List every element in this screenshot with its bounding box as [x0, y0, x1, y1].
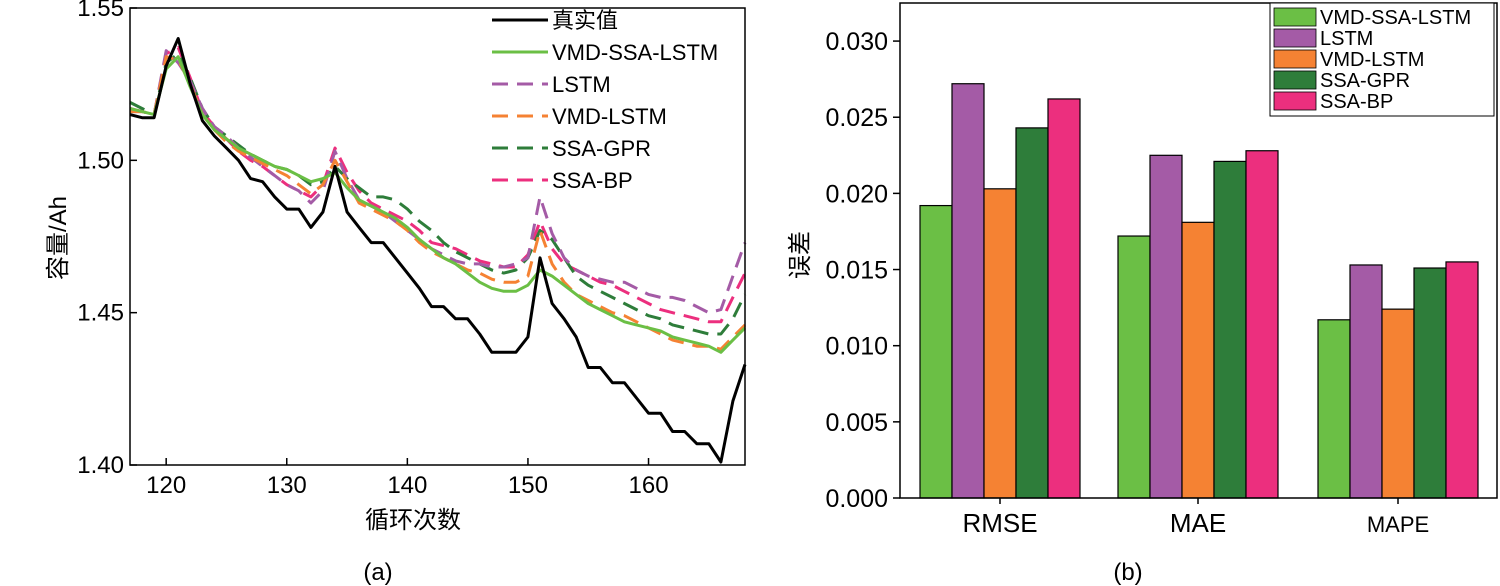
a-x-axis-label: 循环次数: [365, 507, 461, 534]
b-y-tick-label: 0.030: [825, 28, 888, 56]
a-x-tick-label: 160: [629, 472, 669, 499]
b-x-tick-label: MAPE: [1367, 512, 1429, 537]
a-series-group: [129, 37, 747, 464]
a-panel-label: (a): [363, 559, 392, 586]
b-legend-label: SSA-BP: [1320, 91, 1393, 113]
b-bar-rmse-vmd-ssa-lstm: [919, 204, 953, 499]
b-legend-swatch: [1273, 91, 1317, 111]
b-bar-rmse-vmd-lstm: [983, 188, 1017, 499]
b-y-tick-label: 0.010: [825, 333, 888, 361]
b-y-tick-label: 0.025: [825, 104, 888, 132]
a-series-line-vmd-ssa-lstm: [129, 55, 747, 354]
b-x-tick-label: MAE: [1170, 508, 1226, 538]
a-y-tick-label: 1.40: [77, 452, 124, 479]
b-legend-swatch: [1273, 7, 1317, 27]
b-bar-rmse-ssa-gpr: [1015, 127, 1049, 499]
a-x-tick-label: 130: [267, 472, 307, 499]
b-bar-mape-vmd-ssa-lstm: [1317, 319, 1351, 499]
a-y-tick-label: 1.50: [77, 147, 124, 174]
a-legend-label: SSA-BP: [552, 168, 633, 193]
a-series-line-ssa-gpr: [129, 52, 747, 336]
b-legend-label: SSA-GPR: [1320, 70, 1410, 92]
b-bar-mae-ssa-bp: [1245, 150, 1279, 499]
b-legend-label: VMD-LSTM: [1320, 49, 1424, 71]
b-legend-label: LSTM: [1320, 28, 1373, 50]
b-bars-group: [919, 83, 1479, 499]
b-bar-mae-ssa-gpr: [1213, 160, 1247, 499]
a-series-line-actual: [129, 37, 747, 464]
b-bar-mape-lstm: [1349, 264, 1383, 499]
b-bar-mae-lstm: [1149, 154, 1183, 499]
b-y-tick-label: 0.005: [825, 409, 888, 437]
b-y-tick-label: 0.015: [825, 257, 888, 285]
b-legend-swatch: [1273, 49, 1317, 69]
b-y-axis-label: 误差: [787, 231, 814, 279]
b-bar-mae-vmd-ssa-lstm: [1117, 235, 1151, 499]
panel-a-line-chart: 120 130 140 150 160 1.40 1.45 1.50 1.55 真实值 VMD-…: [45, 0, 747, 586]
b-y-tick-label: 0.020: [825, 180, 888, 208]
a-y-tick-label: 1.45: [77, 300, 124, 327]
a-plot-frame: [129, 7, 746, 466]
a-y-axis-label: 容量/Ah: [45, 196, 72, 280]
a-x-tick-label: 120: [146, 472, 186, 499]
b-bar-mape-ssa-bp: [1445, 261, 1479, 499]
a-x-tick-label: 150: [508, 472, 548, 499]
a-legend-label: VMD-LSTM: [552, 104, 667, 129]
b-legend-swatch: [1273, 28, 1317, 48]
b-x-tick-label: RMSE: [962, 508, 1037, 538]
b-bar-mape-vmd-lstm: [1381, 308, 1415, 499]
a-legend-label: LSTM: [552, 72, 611, 97]
b-panel-label: (b): [1113, 559, 1142, 586]
b-bar-rmse-ssa-bp: [1047, 98, 1081, 499]
a-x-tick-label: 140: [387, 472, 427, 499]
b-legend-swatch: [1273, 70, 1317, 90]
a-y-tick-label: 1.55: [77, 0, 124, 22]
a-legend-label: VMD-SSA-LSTM: [552, 40, 718, 65]
panel-b-bar-chart: RMSE MAE MAPE 0.000 0.005 0.010 0.015 0.020 0.0…: [787, 2, 1498, 586]
a-legend-label: 真实值: [552, 8, 618, 33]
a-series-line-lstm: [130, 49, 747, 315]
a-legend-label: SSA-GPR: [552, 136, 651, 161]
a-series-line-ssa-bp: [129, 46, 747, 324]
b-bar-rmse-lstm: [951, 83, 985, 499]
a-legend: 真实值 VMD-SSA-LSTM LSTM VMD-LSTM SSA-GPR SSA-BP: [492, 8, 718, 193]
b-bar-mape-ssa-gpr: [1413, 267, 1447, 499]
b-y-tick-label: 0.000: [825, 485, 888, 513]
b-legend-label: VMD-SSA-LSTM: [1320, 7, 1471, 29]
b-bar-mae-vmd-lstm: [1181, 221, 1215, 499]
